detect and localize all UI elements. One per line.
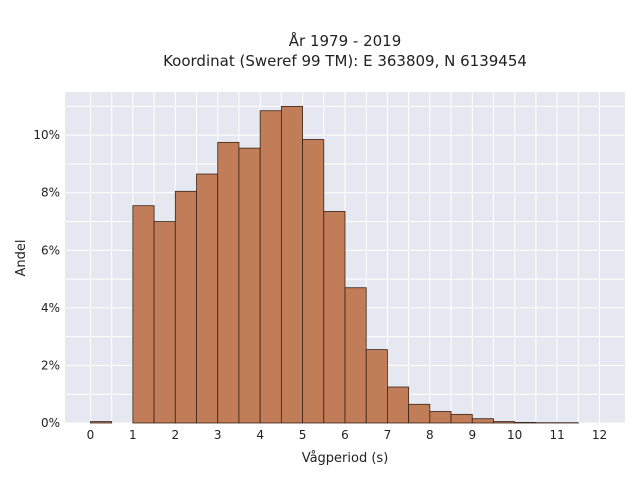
histogram-bar [280,105,303,424]
x-tick-label: 9 [468,428,476,442]
y-tick-label: 8% [41,186,60,200]
y-tick-labels: 0% 2% 4% 6% 8% 10% [33,128,60,430]
histogram-bar [174,190,197,424]
histogram-bar [514,422,537,424]
x-tick-label: 3 [214,428,222,442]
y-tick-label: 0% [41,416,60,430]
histogram-bar [365,349,388,424]
x-tick-label: 7 [384,428,392,442]
x-tick-label: 5 [299,428,307,442]
x-axis-label: Vågperiod (s) [302,451,389,466]
y-tick-label: 10% [33,128,60,142]
histogram-bar [429,411,452,424]
x-tick-label: 2 [171,428,179,442]
histogram-bar [344,287,367,424]
histogram-bar [450,413,473,424]
x-tick-label: 12 [592,428,607,442]
chart-title: År 1979 - 2019 [289,31,402,50]
histogram-bar [471,418,494,424]
x-tick-label: 6 [341,428,349,442]
histogram-bar [90,421,113,424]
x-tick-label: 4 [256,428,264,442]
histogram-bars [90,105,579,424]
histogram-bar [408,403,431,424]
histogram-bar [493,421,516,424]
histogram-bar [302,139,325,424]
x-tick-label: 0 [87,428,95,442]
histogram-bar [153,221,176,424]
x-tick-label: 10 [507,428,522,442]
x-tick-label: 1 [129,428,137,442]
y-tick-label: 4% [41,301,60,315]
histogram-bar [238,147,261,424]
y-axis-label: Andel [14,240,29,277]
chart-subtitle: Koordinat (Sweref 99 TM): E 363809, N 61… [163,52,527,70]
histogram-bar [323,211,346,424]
histogram-bar [259,110,282,424]
x-tick-label: 11 [549,428,564,442]
histogram-bar [132,205,155,424]
y-tick-label: 6% [41,243,60,257]
histogram-bar [387,386,410,424]
y-tick-label: 2% [41,358,60,372]
x-tick-label: 8 [426,428,434,442]
histogram-bar [196,173,219,424]
histogram-bar [217,141,240,424]
x-tick-labels: 0 1 2 3 4 5 6 7 8 9 10 11 12 [87,428,608,442]
